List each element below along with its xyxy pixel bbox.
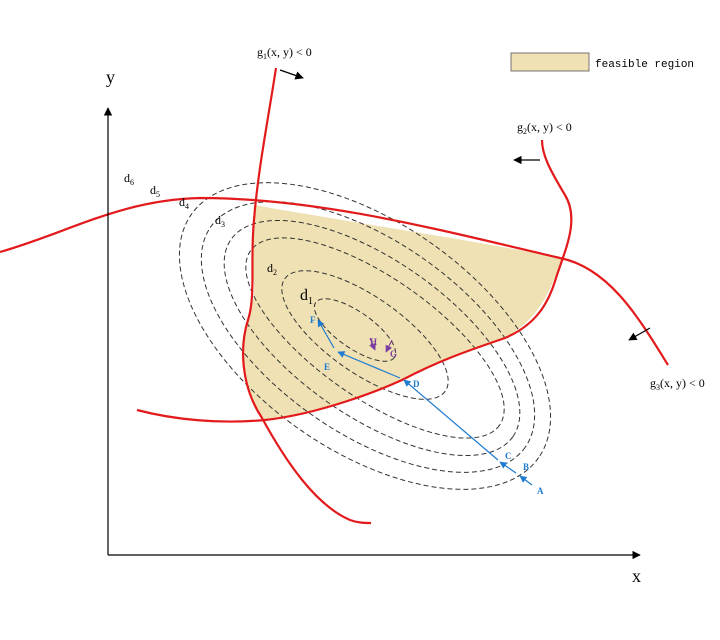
constraint-curves — [0, 67, 669, 525]
y-axis-label: y — [106, 67, 115, 87]
point-A-label: A — [537, 486, 544, 496]
constraint-g2-curve — [0, 196, 669, 366]
contour-label-d2: d2 — [267, 261, 277, 277]
contour-label-d5: d5 — [150, 183, 160, 199]
legend-label: feasible region — [595, 59, 694, 71]
constraint-g2-label: g2(x, y) < 0 — [517, 120, 572, 136]
constraint-labels: g1(x, y) < 0 g2(x, y) < 0 g3(x, y) < 0 — [257, 45, 705, 392]
constraint-g3-curve — [136, 139, 573, 423]
contour-d3 — [245, 237, 505, 439]
point-B-label: B — [523, 462, 529, 472]
contour-d6 — [178, 182, 552, 490]
contour-d2 — [281, 270, 449, 400]
contour-d4 — [223, 219, 521, 457]
contour-d1 — [313, 298, 397, 362]
constraint-g3-label: g3(x, y) < 0 — [650, 376, 705, 392]
path-A-B — [519, 475, 533, 486]
contour-label-d3: d3 — [215, 213, 225, 229]
contour-label-d6: d6 — [124, 171, 134, 187]
g3-direction-arrow — [628, 327, 651, 341]
contour-d5 — [200, 201, 536, 473]
contour-label-d1: d1 — [300, 287, 313, 307]
point-F-label: F — [310, 315, 316, 325]
search-path-blue — [317, 319, 533, 486]
legend: feasible region — [510, 52, 694, 72]
feasible-region — [241, 205, 563, 420]
search-path-purple — [369, 337, 393, 353]
contour-label-d4: d4 — [179, 195, 189, 211]
contour-labels: d1 d2 d3 d4 d5 d6 — [124, 171, 313, 307]
point-G-label: G — [390, 349, 397, 359]
x-axis-label: x — [632, 566, 641, 586]
point-E-label: E — [324, 362, 330, 372]
axes — [103, 107, 641, 560]
point-H-label: H — [370, 337, 377, 347]
constraint-g1-label: g1(x, y) < 0 — [257, 45, 312, 61]
contour-lines — [178, 182, 552, 490]
path-E-F — [317, 319, 335, 349]
legend-swatch — [510, 52, 590, 72]
constraint-arrows — [279, 69, 651, 341]
path-D-E — [337, 351, 401, 379]
point-labels: A B C D E F G H — [310, 315, 544, 496]
path-B-C — [499, 461, 517, 474]
constraint-g1-curve — [242, 67, 372, 525]
g1-direction-arrow — [279, 69, 304, 80]
path-G — [385, 339, 393, 353]
point-D-label: D — [413, 379, 420, 389]
point-C-label: C — [505, 451, 512, 461]
path-H — [369, 337, 376, 351]
path-C-D — [403, 379, 499, 461]
